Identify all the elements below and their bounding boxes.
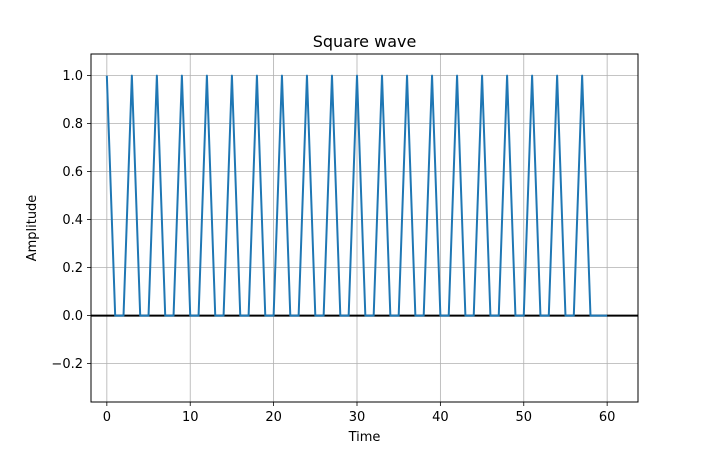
y-tick-label: −0.2 bbox=[51, 357, 83, 372]
y-tick-label: 0.2 bbox=[62, 261, 83, 276]
x-tick-label: 40 bbox=[432, 410, 449, 425]
y-tick-label: 1.0 bbox=[62, 69, 83, 84]
y-axis-label: Amplitude bbox=[25, 195, 40, 262]
x-tick-label: 20 bbox=[265, 410, 282, 425]
x-ticks: 0 10 20 30 40 50 60 bbox=[103, 402, 616, 425]
x-tick-label: 10 bbox=[182, 410, 199, 425]
series-layer bbox=[105, 74, 608, 317]
y-tick-label: 0.0 bbox=[62, 309, 83, 324]
chart-title: Square wave bbox=[313, 32, 417, 51]
grid bbox=[91, 54, 638, 402]
plot-frame bbox=[90, 53, 639, 403]
x-tick-label: 30 bbox=[349, 410, 366, 425]
y-ticks: −0.2 0.0 0.2 0.4 0.6 0.8 1.0 bbox=[51, 69, 91, 372]
y-tick-label: 0.8 bbox=[62, 117, 83, 132]
series-line bbox=[105, 74, 608, 317]
x-axis-label: Time bbox=[348, 430, 381, 445]
x-tick-label: 50 bbox=[515, 410, 532, 425]
x-tick-label: 0 bbox=[103, 410, 111, 425]
y-tick-label: 0.4 bbox=[62, 213, 83, 228]
y-tick-label: 0.6 bbox=[62, 165, 83, 180]
x-tick-label: 60 bbox=[599, 410, 616, 425]
